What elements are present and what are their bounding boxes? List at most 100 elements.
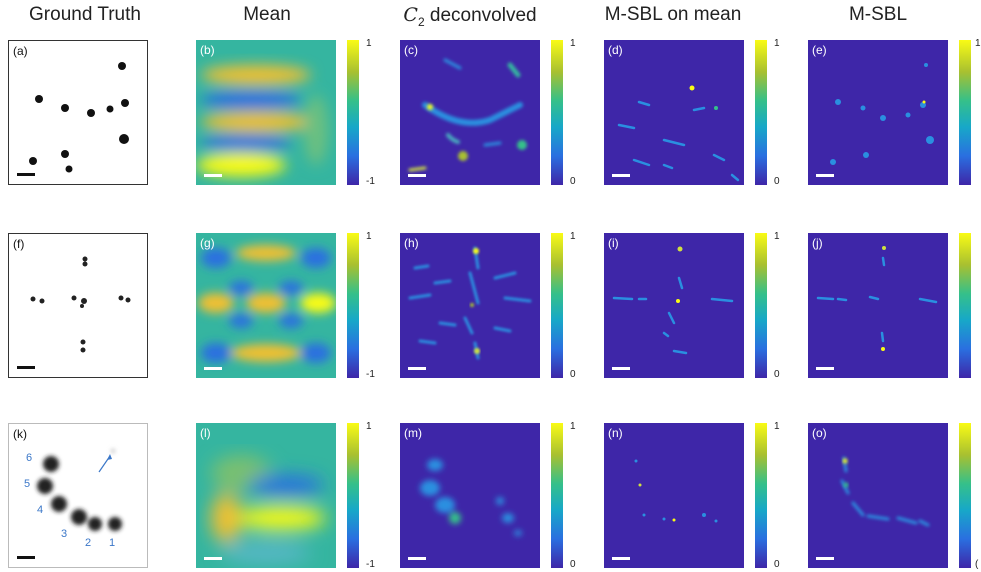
panel-label-e: (e) [812, 43, 827, 57]
image-e [830, 63, 934, 165]
colorbar-msbl [959, 40, 971, 185]
scale-bar [17, 173, 35, 176]
emitter-number-5: 5 [24, 478, 31, 490]
scale-bar [204, 557, 222, 560]
colorbar-deconv [551, 423, 563, 568]
scale-bar [612, 557, 630, 560]
colorbar-tick-top: 1 [366, 421, 372, 432]
panel-label-l: (l) [200, 426, 211, 440]
scale-bar [17, 366, 35, 369]
emitters-k [37, 449, 122, 531]
scale-bar [816, 174, 834, 177]
colorbar-msbl [959, 423, 971, 568]
image-b [196, 65, 328, 177]
colorbar-deconv [551, 233, 563, 378]
colorbar-tick-bottom: 0 [774, 176, 780, 187]
scale-bar [17, 556, 35, 559]
column-title-msbl-on-mean: M-SBL on mean [604, 4, 742, 25]
colorbar-tick-top: 1 [774, 38, 780, 49]
scale-bar [816, 557, 834, 560]
panel-label-b: (b) [200, 43, 215, 57]
colorbar-tick-bottom: -1 [366, 176, 375, 187]
column-title-ground-truth: Ground Truth [29, 4, 141, 25]
panel-e-msbl: (e) [808, 40, 948, 185]
panel-d-msbl-on-mean: (d) [604, 40, 744, 185]
panel-m-deconvolved: (m) [400, 423, 540, 568]
image-j [816, 246, 938, 351]
c2-var: C [403, 4, 418, 26]
colorbar-tick-top: 1 [570, 231, 576, 242]
panel-label-c: (c) [404, 43, 418, 57]
colorbar-tick-bottom: 0 [774, 559, 780, 570]
panel-label-d: (d) [608, 43, 623, 57]
colorbar-msbl-mean [755, 40, 767, 185]
colorbar-tick-bottom: 0 [774, 369, 780, 380]
panel-g-mean: (g) [196, 233, 336, 378]
colorbar-tick-bottom: 0 [570, 176, 576, 187]
panel-h-deconvolved: (h) [400, 233, 540, 378]
colorbar-tick-bottom: -1 [366, 559, 375, 570]
column-title-mean: Mean [243, 4, 291, 25]
panel-label-m: (m) [404, 426, 422, 440]
emitter-number-2: 2 [85, 537, 92, 549]
panel-label-f: (f) [13, 237, 25, 251]
panel-b-mean: (b) [196, 40, 336, 185]
panel-label-k: (k) [13, 427, 27, 441]
panel-n-msbl-on-mean: (n) [604, 423, 744, 568]
colorbar-mean [347, 233, 359, 378]
panel-label-n: (n) [608, 426, 623, 440]
scale-bar [408, 557, 426, 560]
panel-i-msbl-on-mean: (i) [604, 233, 744, 378]
panel-l-mean: (l) [196, 423, 336, 568]
panel-j-msbl: (j) [808, 233, 948, 378]
image-n [634, 459, 718, 523]
scale-bar [816, 367, 834, 370]
column-title-msbl: M-SBL [848, 4, 908, 25]
scale-bar [612, 367, 630, 370]
colorbar-msbl [959, 233, 971, 378]
image-o [840, 456, 930, 527]
colorbar-tick-bottom: 0 [570, 369, 576, 380]
colorbar-tick-top: 1 [366, 38, 372, 49]
image-h [408, 246, 532, 360]
scale-bar [408, 367, 426, 370]
emitter-number-6: 6 [26, 452, 33, 464]
emitter-number-1: 1 [109, 537, 116, 549]
colorbar-tick-top: 1 [774, 421, 780, 432]
image-i [612, 246, 734, 355]
colorbar-tick-bottom: -1 [366, 369, 375, 380]
colorbar-mean [347, 423, 359, 568]
colorbar-tick-top: 1 [774, 231, 780, 242]
image-g [198, 245, 336, 363]
column-title-c2-deconvolved: C2 deconvolved [375, 4, 565, 29]
colorbar-tick-bottom: ( [975, 559, 979, 570]
panel-a-ground-truth: (a) [8, 40, 148, 185]
image-c [408, 58, 527, 172]
emitters-a [29, 62, 129, 173]
colorbar-tick-top: 1 [570, 38, 576, 49]
panel-label-h: (h) [404, 236, 419, 250]
panel-o-msbl: (o) [808, 423, 948, 568]
colorbar-mean [347, 40, 359, 185]
panel-c-deconvolved: (c) [400, 40, 540, 185]
panel-label-i: (i) [608, 236, 619, 250]
c2-rest: deconvolved [424, 5, 537, 26]
colorbar-tick-top: 1 [366, 231, 372, 242]
image-m [420, 459, 522, 536]
panel-label-a: (a) [13, 44, 28, 58]
c2-sub: 2 [417, 14, 425, 29]
panel-label-g: (g) [200, 236, 215, 250]
panel-label-o: (o) [812, 426, 827, 440]
colorbar-tick-bottom: 0 [570, 559, 576, 570]
colorbar-tick-top: 1 [975, 38, 981, 49]
panel-k-ground-truth: (k) 6 5 4 3 2 1 [8, 423, 148, 568]
colorbar-msbl-mean [755, 423, 767, 568]
emitter-number-4: 4 [37, 504, 44, 516]
colorbar-deconv [551, 40, 563, 185]
image-l [211, 455, 326, 563]
colorbar-tick-top: 1 [570, 421, 576, 432]
image-d [617, 85, 740, 182]
panel-f-ground-truth: (f) [8, 233, 148, 378]
emitters-f [30, 256, 131, 353]
scale-bar [408, 174, 426, 177]
